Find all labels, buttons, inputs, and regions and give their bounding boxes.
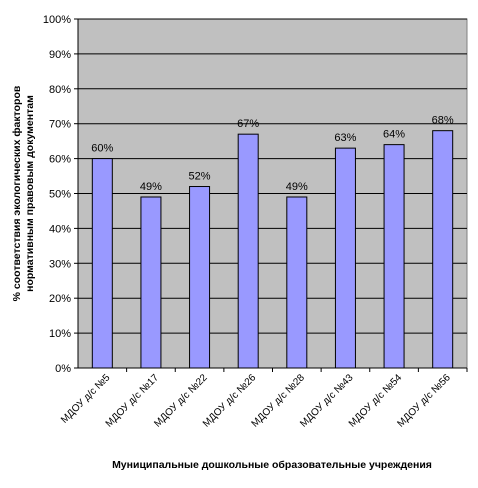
- bar: [432, 130, 454, 369]
- y-tick-label: 0%: [55, 363, 71, 375]
- y-tick-label: 40%: [49, 223, 71, 235]
- bar: [140, 196, 162, 369]
- bar: [91, 158, 113, 369]
- x-tick-label: МДОУ д/с №56: [396, 372, 454, 430]
- data-label: 68%: [432, 115, 454, 127]
- bar: [189, 186, 211, 369]
- y-tick-label: 30%: [49, 258, 71, 270]
- data-label: 52%: [189, 171, 211, 183]
- y-axis-ticks: 0% 10% 20% 30% 40% 50% 60% 70% 80% 90% 100%: [43, 14, 467, 375]
- bar: [286, 196, 308, 369]
- bar: [237, 133, 259, 369]
- y-axis-title-line-2: нормативным правовым документам: [24, 95, 36, 292]
- y-tick-label: 80%: [49, 84, 71, 96]
- x-axis-title: Муниципальные дошкольные образовательные…: [112, 459, 432, 471]
- y-axis-title: % соответствия экологических факторов но…: [11, 85, 36, 301]
- bar: [334, 147, 356, 369]
- bars: [91, 130, 454, 369]
- y-tick-label: 20%: [49, 293, 71, 305]
- y-tick-label: 10%: [49, 328, 71, 340]
- data-label: 60%: [91, 143, 113, 155]
- y-tick-label: 50%: [49, 189, 71, 201]
- y-tick-label: 60%: [49, 154, 71, 166]
- data-label: 49%: [286, 181, 308, 193]
- x-tick-label: МДОУ д/с №5: [59, 372, 113, 426]
- y-tick-label: 70%: [49, 119, 71, 131]
- data-label: 63%: [334, 132, 356, 144]
- bar: [383, 144, 405, 369]
- y-tick-label: 100%: [43, 14, 71, 26]
- data-label: 64%: [383, 129, 405, 141]
- data-label: 49%: [140, 181, 162, 193]
- y-axis-title-line-1: % соответствия экологических факторов: [11, 85, 23, 301]
- data-label: 67%: [237, 118, 259, 130]
- y-tick-label: 90%: [49, 49, 71, 61]
- data-labels: 60% 49% 52% 67% 49% 63% 64% 68%: [91, 115, 454, 193]
